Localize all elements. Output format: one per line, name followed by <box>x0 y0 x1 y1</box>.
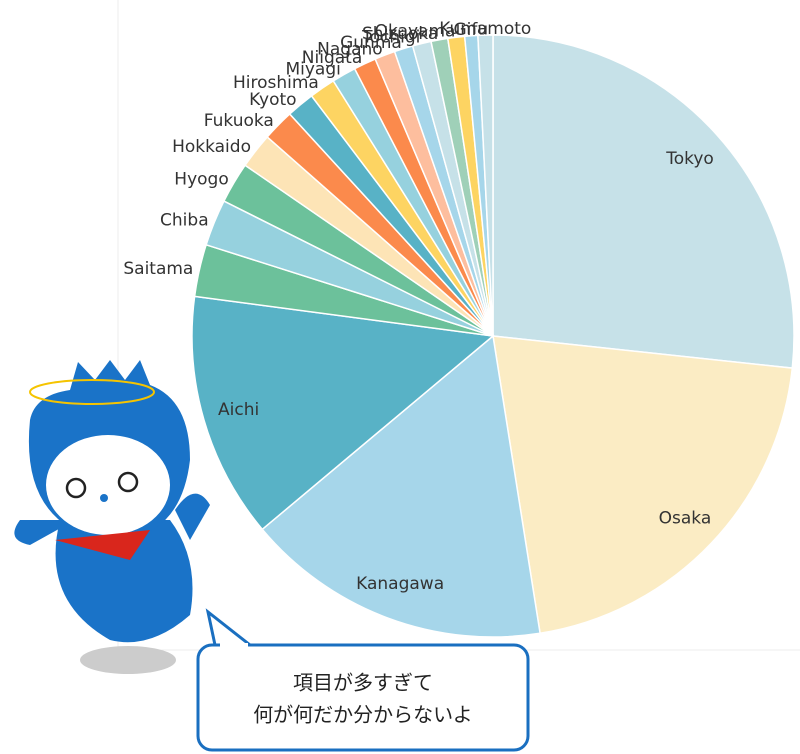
mascot-arm <box>175 493 210 540</box>
slice-label: Kyoto <box>249 90 296 110</box>
mascot-scarf <box>55 530 150 560</box>
pie-slice <box>261 334 541 638</box>
slice-label: Nagano <box>317 39 383 59</box>
slice-label: Tokyo <box>665 149 714 169</box>
slice-label: Osaka <box>659 509 712 529</box>
slice-label: Gunma <box>340 33 402 53</box>
pie-slice <box>492 335 794 635</box>
speech-bubble: 項目が多すぎて 何が何だか分からないよ <box>196 608 530 752</box>
bubble-text: 何が何だか分からないよ <box>253 703 473 727</box>
bubble-text: 項目が多すぎて <box>293 671 433 695</box>
mascot-body <box>55 520 193 643</box>
slice-label: Chiba <box>160 210 209 230</box>
slice-label: Saitama <box>123 259 193 279</box>
slice-label: Kumamoto <box>439 19 531 39</box>
dizzy-ring <box>29 379 155 405</box>
bubble-box <box>196 643 530 752</box>
mascot-arm <box>14 520 75 545</box>
pie-slice <box>191 295 495 531</box>
mascot-eye <box>65 477 87 499</box>
pie-chart: Tokyo Osaka Kanagawa Aichi Saitama Chiba Hyogo… <box>123 19 795 638</box>
slice-label: Okayama <box>375 21 456 41</box>
mascot-face <box>46 435 170 535</box>
slice-label: Miyagi <box>285 59 340 79</box>
slice-label: Fukuoka <box>204 111 274 131</box>
slice-label: Hyogo <box>174 170 228 190</box>
slice-label: Tochigi <box>361 28 420 48</box>
slice-label: Aichi <box>218 400 259 420</box>
slice-label: Shizuoka <box>362 24 438 44</box>
mascot-shadow <box>80 646 176 674</box>
pie-slice <box>492 34 795 369</box>
pie-slice <box>477 34 494 337</box>
bubble-tail <box>205 608 255 647</box>
slice-label: Niigata <box>302 48 362 68</box>
bubble-join <box>220 643 248 649</box>
slice-label: Hokkaido <box>172 137 251 157</box>
mascot <box>14 360 210 674</box>
mascot-nose <box>100 494 108 502</box>
slice-label: Hiroshima <box>233 73 319 93</box>
slice-label: Kanagawa <box>356 574 444 594</box>
mascot-eye <box>117 471 139 493</box>
